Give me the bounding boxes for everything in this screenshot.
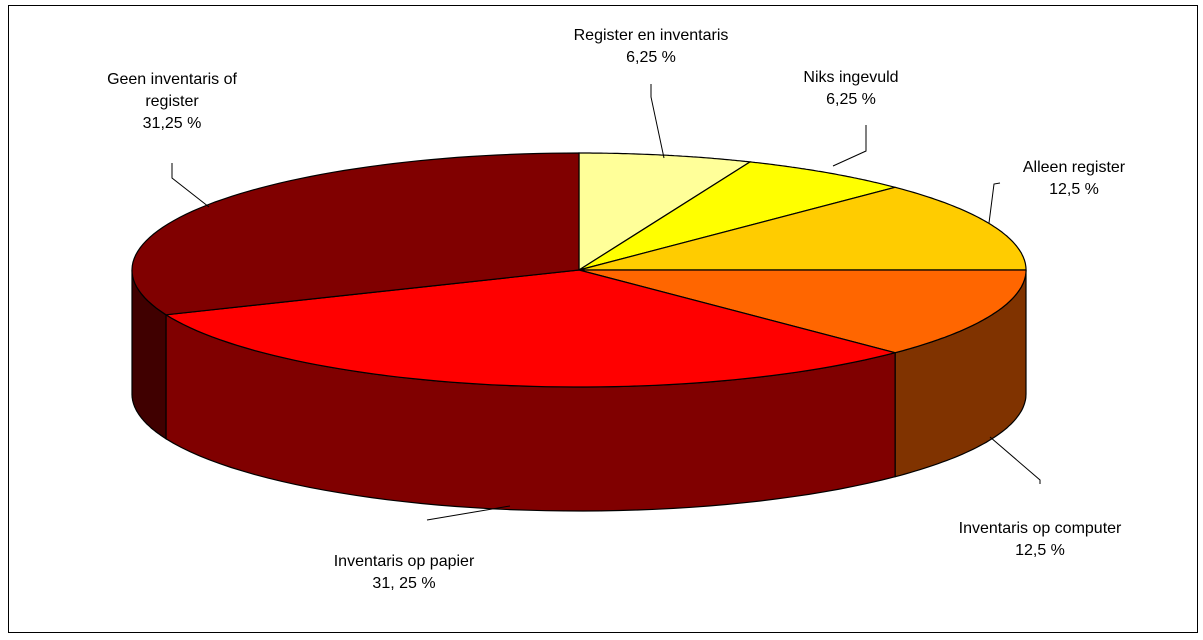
leader-line-1 bbox=[832, 125, 867, 167]
leader-line-2 bbox=[988, 182, 1001, 224]
pie-slice-4 bbox=[164, 269, 896, 388]
slice-name: Inventaris op computer bbox=[959, 520, 1122, 537]
slice-name: Inventaris op papier bbox=[334, 553, 475, 570]
pie-slice-2 bbox=[578, 186, 1027, 271]
slice-label-1: Niks ingevuld 6,25 % bbox=[803, 69, 898, 108]
slice-value: 31, 25 % bbox=[372, 575, 435, 592]
slice-label-0: Register en inventaris 6,25 % bbox=[574, 27, 729, 66]
pie-slice-3 bbox=[578, 269, 1027, 354]
pie-tops bbox=[131, 152, 1027, 388]
slice-labels: Register en inventaris 6,25 %Niks ingevul… bbox=[107, 27, 1126, 592]
slice-label-5: Geen inventaris of register 31,25 % bbox=[107, 71, 237, 132]
pie-slice-0 bbox=[578, 152, 752, 272]
slice-name: Niks ingevuld bbox=[803, 69, 898, 86]
slice-name: register bbox=[145, 93, 199, 110]
slice-value: 6,25 % bbox=[826, 91, 876, 108]
leader-lines bbox=[171, 84, 1041, 521]
slice-label-2: Alleen register 12,5 % bbox=[1023, 159, 1126, 198]
slice-name: Alleen register bbox=[1023, 159, 1126, 176]
slice-value: 12,5 % bbox=[1015, 542, 1065, 559]
slice-label-4: Inventaris op papier 31, 25 % bbox=[334, 553, 475, 592]
pie-slice-5 bbox=[131, 152, 580, 316]
pie-slice-1 bbox=[578, 161, 896, 271]
slice-value: 31,25 % bbox=[143, 115, 202, 132]
slice-name: Geen inventaris of bbox=[107, 71, 237, 88]
slice-name: Register en inventaris bbox=[574, 27, 729, 44]
leader-line-0 bbox=[650, 84, 665, 159]
pie-sides bbox=[131, 269, 1027, 512]
slice-value: 6,25 % bbox=[626, 49, 676, 66]
slice-label-3: Inventaris op computer 12,5 % bbox=[959, 520, 1122, 559]
leader-line-5 bbox=[171, 163, 210, 208]
leader-line-3 bbox=[989, 436, 1041, 484]
leader-line-4 bbox=[426, 505, 511, 521]
slice-value: 12,5 % bbox=[1049, 181, 1099, 198]
